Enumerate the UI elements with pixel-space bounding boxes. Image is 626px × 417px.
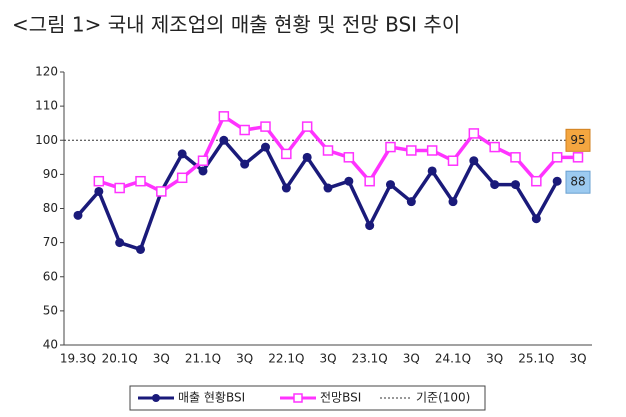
point xyxy=(239,124,250,136)
point xyxy=(364,175,375,187)
point xyxy=(135,175,146,187)
point xyxy=(552,176,562,186)
x-tick-label: 3Q xyxy=(236,352,253,366)
point xyxy=(281,148,292,160)
point xyxy=(240,159,250,169)
y-tick-label: 70 xyxy=(43,235,58,249)
point xyxy=(94,186,104,196)
point xyxy=(156,186,167,197)
legend-label: 전망BSI xyxy=(320,391,361,405)
y-tick-label: 90 xyxy=(43,167,58,181)
callout-label: 95 xyxy=(570,133,585,147)
x-tick-label: 19.3Q xyxy=(60,352,96,366)
point xyxy=(343,152,355,163)
point xyxy=(197,155,209,166)
y-tick-label: 40 xyxy=(43,338,58,352)
point xyxy=(489,141,500,153)
point xyxy=(136,244,145,254)
x-tick-label: 22.1Q xyxy=(268,352,304,366)
y-tick-label: 80 xyxy=(43,201,58,215)
point xyxy=(115,238,125,248)
legend-label: 기준(100) xyxy=(416,391,470,405)
y-tick-label: 100 xyxy=(35,133,58,147)
point xyxy=(261,142,270,152)
point xyxy=(447,155,459,166)
point xyxy=(176,172,188,184)
point xyxy=(468,128,480,139)
callout-label: 88 xyxy=(570,175,585,189)
x-tick-label: 3Q xyxy=(403,352,420,366)
point xyxy=(531,175,542,187)
x-tick-label: 3Q xyxy=(486,352,503,366)
series-line xyxy=(98,113,578,194)
point xyxy=(406,197,416,207)
point xyxy=(198,166,208,176)
point xyxy=(344,176,354,186)
series-line xyxy=(76,137,559,252)
point xyxy=(218,111,230,122)
point xyxy=(386,180,395,190)
x-tick-label: 21.1Q xyxy=(185,352,221,366)
x-tick-label: 3Q xyxy=(319,352,336,366)
point xyxy=(511,180,520,190)
point xyxy=(301,121,313,132)
legend-marker xyxy=(293,393,303,403)
point xyxy=(73,210,83,220)
point xyxy=(302,152,312,162)
point xyxy=(572,152,584,163)
point xyxy=(385,141,396,153)
x-tick-label: 3Q xyxy=(569,352,586,366)
chart-title: <그림 1> 국내 제조업의 매출 현황 및 전망 BSI 추이 xyxy=(12,13,460,37)
x-tick-label: 20.1Q xyxy=(102,352,138,366)
x-tick-label: 23.1Q xyxy=(352,352,388,366)
point xyxy=(114,182,125,194)
callout-box xyxy=(565,128,591,152)
x-tick-label: 3Q xyxy=(153,352,170,366)
y-tick-label: 60 xyxy=(43,269,58,283)
point xyxy=(365,221,375,231)
point xyxy=(490,180,500,190)
point xyxy=(322,145,334,156)
point xyxy=(406,145,417,156)
point xyxy=(531,214,541,224)
point xyxy=(426,145,438,156)
point xyxy=(427,166,437,176)
legend-marker xyxy=(152,394,160,402)
point xyxy=(469,156,479,166)
point xyxy=(551,152,563,163)
x-tick-label: 25.1Q xyxy=(518,352,554,366)
x-tick-label: 24.1Q xyxy=(435,352,471,366)
y-tick-label: 50 xyxy=(43,303,58,317)
y-tick-label: 120 xyxy=(35,65,58,79)
point xyxy=(219,135,229,145)
point xyxy=(323,183,333,193)
point xyxy=(510,152,521,163)
callout-box xyxy=(565,170,591,194)
point xyxy=(281,183,291,193)
point xyxy=(260,121,271,132)
point xyxy=(448,197,458,207)
point xyxy=(93,175,105,187)
legend-label: 매출 현황BSI xyxy=(178,391,245,405)
y-tick-label: 110 xyxy=(35,99,58,113)
point xyxy=(177,149,187,159)
